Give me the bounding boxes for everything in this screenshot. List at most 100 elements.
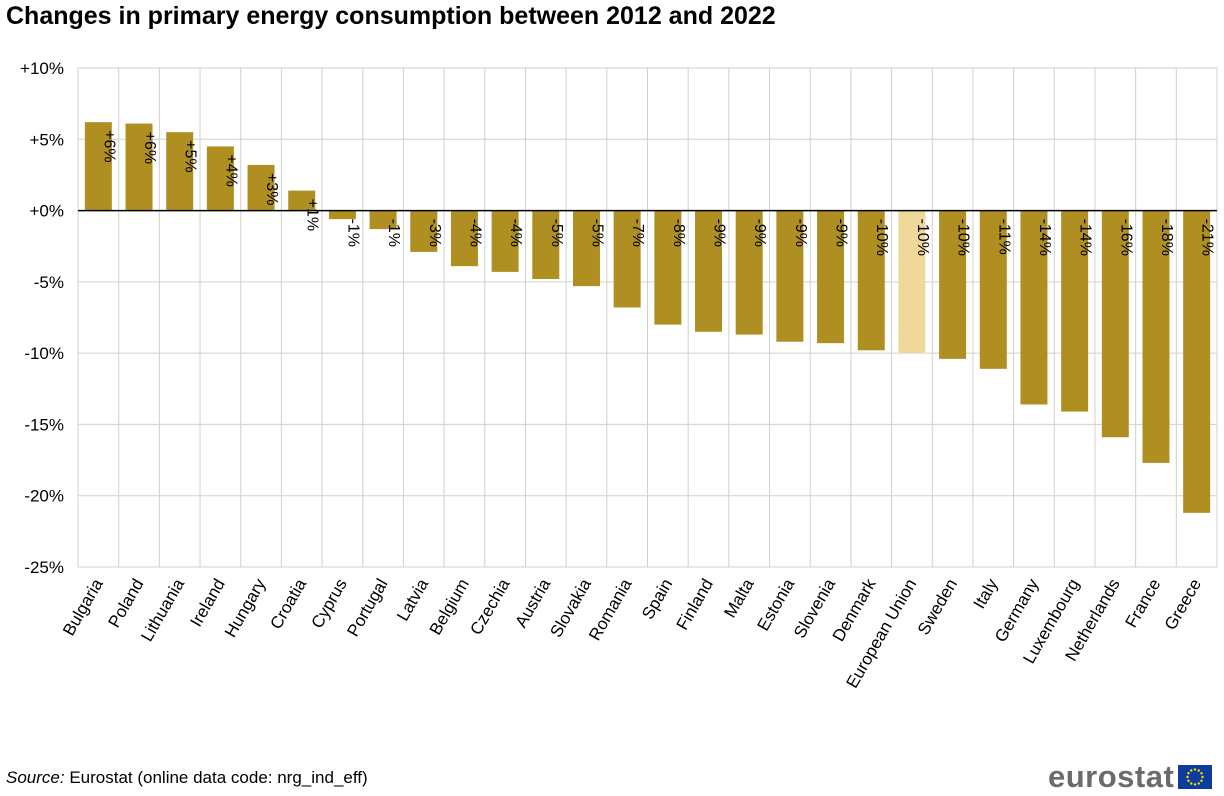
y-tick-label: -25% — [24, 558, 64, 577]
bar — [939, 210, 967, 359]
data-label: -14% — [1036, 219, 1053, 256]
flag-star — [1197, 769, 1201, 772]
x-tick-label: France — [1122, 576, 1165, 631]
flag-star — [1186, 775, 1190, 779]
data-label: -1% — [344, 219, 361, 247]
bar — [206, 146, 234, 211]
x-tick-label: Estonia — [754, 575, 799, 634]
data-label: -18% — [1158, 219, 1175, 256]
x-tick-label: Italy — [970, 575, 1002, 612]
bar — [1142, 210, 1170, 463]
x-tick-label: Czechia — [466, 575, 513, 638]
bar — [776, 210, 804, 342]
bar — [735, 210, 763, 335]
flag-star — [1190, 769, 1193, 772]
data-label: -3% — [426, 219, 443, 247]
bar — [613, 210, 641, 308]
y-tick-label: +10% — [20, 59, 64, 78]
data-label: +5% — [182, 140, 199, 172]
bar — [572, 210, 600, 287]
flag-star — [1190, 782, 1193, 785]
x-tick-label: Malta — [720, 575, 758, 621]
bar — [410, 210, 438, 252]
x-tick-label: Cyprus — [307, 576, 350, 632]
bar — [247, 164, 275, 211]
bar — [654, 210, 682, 325]
flag-star — [1194, 768, 1197, 771]
bar — [491, 210, 519, 272]
y-tick-label: +5% — [30, 130, 65, 149]
data-label: -5% — [548, 219, 565, 247]
bar — [166, 132, 194, 211]
data-label: +4% — [222, 154, 239, 186]
source-text: Eurostat (online data code: nrg_ind_eff) — [64, 768, 368, 787]
bar — [1101, 210, 1129, 438]
bar — [1061, 210, 1089, 412]
eurostat-logo: eurostat — [1048, 759, 1213, 794]
bar — [288, 190, 316, 211]
y-tick-label: +0% — [30, 202, 65, 221]
bar — [979, 210, 1007, 369]
bar — [450, 210, 478, 267]
eurostat-wordmark: eurostat — [1048, 759, 1175, 794]
bar — [817, 210, 845, 344]
x-tick-label: Ireland — [186, 576, 228, 631]
bar — [1183, 210, 1211, 513]
x-tick-label: Bulgaria — [59, 575, 107, 639]
data-label: +6% — [141, 132, 158, 164]
data-label: -10% — [955, 219, 972, 256]
bar — [125, 123, 153, 211]
data-label: -9% — [711, 219, 728, 247]
bar — [695, 210, 723, 332]
bar — [369, 210, 397, 230]
bar — [532, 210, 560, 280]
data-label: -4% — [507, 219, 524, 247]
flag-star — [1200, 779, 1204, 782]
y-tick-label: -20% — [24, 487, 64, 506]
bar — [1020, 210, 1048, 405]
data-label: -10% — [873, 219, 890, 256]
data-label: -21% — [1199, 219, 1216, 256]
x-tick-label: Austria — [511, 575, 554, 631]
y-tick-label: -10% — [24, 344, 64, 363]
grid-lines — [77, 67, 1218, 568]
data-label: -4% — [466, 219, 483, 247]
x-tick-label: Greece — [1161, 576, 1205, 634]
y-tick-label: -15% — [24, 415, 64, 434]
data-label: -1% — [385, 219, 402, 247]
y-tick-label: -5% — [34, 273, 64, 292]
x-tick-label: Sweden — [914, 576, 961, 639]
data-label: -5% — [588, 219, 605, 247]
x-tick-label: Croatia — [266, 575, 310, 632]
x-tick-label: Latvia — [393, 575, 432, 624]
x-tick-label: Poland — [105, 576, 148, 631]
data-label: -9% — [792, 219, 809, 247]
eu-flag-icon — [1178, 765, 1213, 789]
bar — [84, 122, 112, 211]
data-label: -7% — [629, 219, 646, 247]
bars — [84, 122, 1211, 513]
data-label: -10% — [914, 219, 931, 256]
flag-star — [1194, 783, 1197, 786]
source-note: Source: Eurostat (online data code: nrg_… — [6, 768, 368, 788]
bar — [898, 210, 926, 354]
bar — [857, 210, 885, 351]
data-label: -9% — [833, 219, 850, 247]
x-tick-label: Finland — [673, 576, 717, 634]
data-label: +3% — [263, 173, 280, 205]
flag-star — [1200, 772, 1204, 775]
data-label: -16% — [1117, 219, 1134, 256]
data-label: -11% — [995, 219, 1012, 255]
x-tick-label: Spain — [638, 576, 676, 623]
bar — [328, 210, 356, 220]
chart-title: Changes in primary energy consumption be… — [6, 2, 776, 30]
data-label: -8% — [670, 219, 687, 247]
flag-star — [1187, 779, 1191, 782]
data-label: -14% — [1077, 219, 1094, 256]
source-label: Source: — [6, 768, 65, 787]
flag-star — [1201, 775, 1205, 779]
data-label: +1% — [304, 199, 321, 231]
flag-star — [1187, 772, 1191, 775]
data-label: +6% — [100, 130, 117, 162]
